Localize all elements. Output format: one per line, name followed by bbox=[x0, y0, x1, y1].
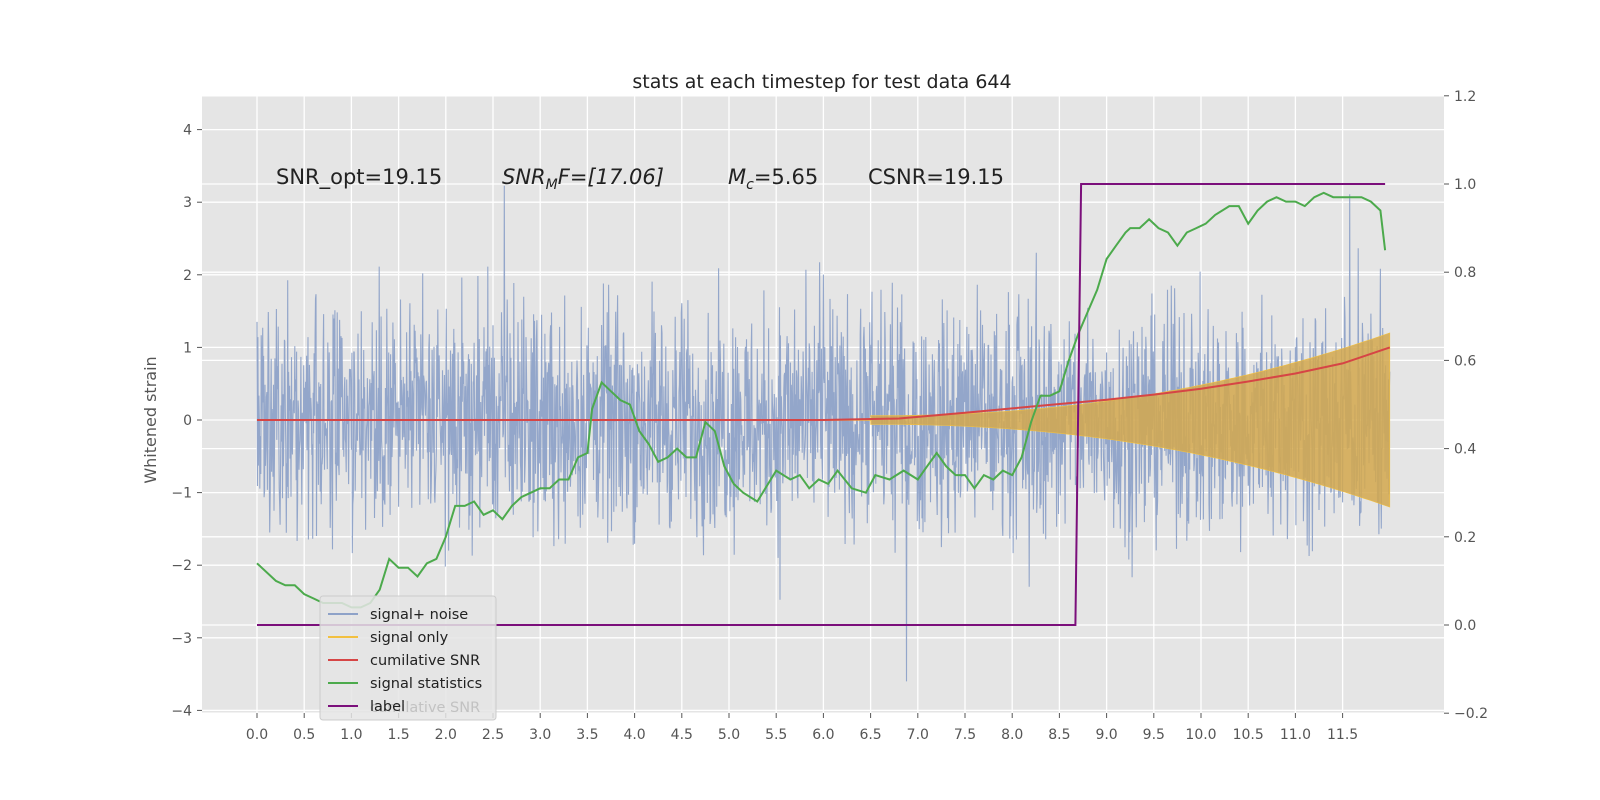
y2-tick-label: 1.2 bbox=[1454, 89, 1476, 105]
ticks: 0.0 0.5 1.0 1.5 2.0 2.5 3.0 3.5 4.0 4.5 5.0 5.5 6.0 6… bbox=[171, 89, 1488, 743]
y2-tick-label: −0.2 bbox=[1454, 706, 1488, 722]
x-tick-label: 2.0 bbox=[435, 727, 457, 743]
annotation-csnr: CSNR=19.15 bbox=[868, 165, 1004, 189]
y-axis-label: Whitened strain bbox=[141, 356, 160, 483]
legend-ghost-text: cumilative SNR bbox=[370, 700, 480, 716]
y2-tick-label: 0.2 bbox=[1454, 530, 1476, 546]
x-tick-label: 3.0 bbox=[529, 727, 551, 743]
x-tick-label: 3.5 bbox=[576, 727, 598, 743]
y-tick-label: −1 bbox=[171, 486, 192, 502]
legend: cumilative SNR signal+ noise signal only c… bbox=[319, 595, 497, 721]
x-tick-label: 4.5 bbox=[671, 727, 693, 743]
legend-label: signal only bbox=[370, 630, 449, 646]
annotation-mc: Mc=5.65 bbox=[728, 165, 818, 193]
y-tick-label: 1 bbox=[183, 340, 192, 356]
legend-label: label bbox=[370, 699, 405, 715]
y2-tick-label: 0.8 bbox=[1454, 265, 1476, 281]
y-tick-label: 4 bbox=[183, 123, 192, 139]
x-tick-label: 5.0 bbox=[718, 727, 740, 743]
annotation-snr-mf: SNRMF=[17.06] bbox=[502, 165, 664, 193]
y-tick-label: −3 bbox=[171, 631, 192, 647]
y-tick-label: 2 bbox=[183, 268, 192, 284]
signal-noise-series bbox=[256, 185, 1391, 682]
x-tick-label: 6.5 bbox=[859, 727, 881, 743]
y-tick-label: −4 bbox=[171, 703, 192, 719]
x-tick-label: 11.0 bbox=[1280, 727, 1311, 743]
x-tick-label: 1.0 bbox=[340, 727, 362, 743]
line-series bbox=[256, 183, 1391, 626]
signal-noise-line bbox=[256, 185, 1391, 682]
x-tick-label: 8.5 bbox=[1048, 727, 1070, 743]
x-tick-label: 10.5 bbox=[1233, 727, 1264, 743]
x-tick-label: 0.5 bbox=[293, 727, 315, 743]
y-tick-label: −2 bbox=[171, 558, 192, 574]
legend-label: cumilative SNR bbox=[370, 653, 480, 669]
x-tick-label: 0.0 bbox=[246, 727, 268, 743]
chart-title: stats at each timestep for test data 644 bbox=[632, 71, 1011, 93]
y-tick-label: 3 bbox=[183, 195, 192, 211]
y-tick-label: 0 bbox=[183, 413, 192, 429]
x-tick-label: 6.0 bbox=[812, 727, 834, 743]
series-line-label bbox=[257, 183, 1386, 626]
x-tick-label: 7.5 bbox=[954, 727, 976, 743]
y2-tick-label: 0.6 bbox=[1454, 353, 1476, 369]
legend-label: signal+ noise bbox=[370, 607, 468, 623]
x-tick-label: 10.0 bbox=[1185, 727, 1216, 743]
legend-label: signal statistics bbox=[370, 676, 482, 692]
x-tick-label: 2.5 bbox=[482, 727, 504, 743]
series-line-signal-statistics bbox=[256, 191, 1387, 609]
signal-only-area bbox=[870, 332, 1391, 508]
x-tick-label: 7.0 bbox=[907, 727, 929, 743]
x-tick-label: 9.5 bbox=[1143, 727, 1165, 743]
x-tick-label: 9.0 bbox=[1095, 727, 1117, 743]
x-tick-label: 8.0 bbox=[1001, 727, 1023, 743]
series-line-cumilative-snr bbox=[257, 346, 1391, 421]
y2-tick-label: 0.0 bbox=[1454, 618, 1476, 634]
y2-tick-label: 0.4 bbox=[1454, 442, 1476, 458]
annotation-snr-opt: SNR_opt=19.15 bbox=[276, 165, 442, 190]
x-tick-label: 11.5 bbox=[1327, 727, 1358, 743]
y2-tick-label: 1.0 bbox=[1454, 177, 1476, 193]
x-tick-label: 5.5 bbox=[765, 727, 787, 743]
x-tick-label: 4.0 bbox=[623, 727, 645, 743]
legend-box bbox=[319, 595, 497, 721]
x-tick-label: 1.5 bbox=[387, 727, 409, 743]
